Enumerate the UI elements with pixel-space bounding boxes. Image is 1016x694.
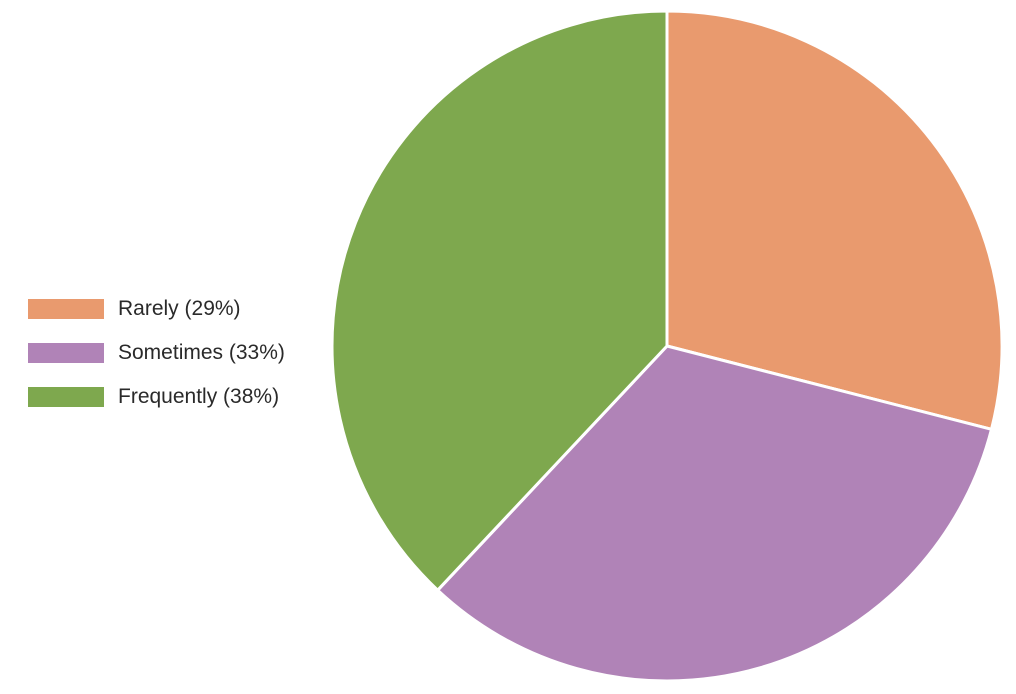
legend: Rarely (29%) Sometimes (33%) Frequently …	[28, 287, 285, 419]
slice-rarely	[665, 9, 1004, 431]
legend-item-rarely: Rarely (29%)	[28, 287, 285, 331]
slice-frequently	[330, 9, 669, 592]
legend-item-sometimes: Sometimes (33%)	[28, 331, 285, 375]
legend-label-frequently: Frequently (38%)	[118, 385, 280, 408]
pie-slices	[330, 9, 1004, 683]
legend-swatch-rarely	[28, 299, 104, 319]
legend-label-sometimes: Sometimes (33%)	[118, 341, 285, 364]
legend-swatch-sometimes	[28, 343, 104, 363]
legend-swatch-frequently	[28, 387, 104, 407]
legend-label-rarely: Rarely (29%)	[118, 297, 241, 320]
slice-sometimes	[436, 344, 993, 683]
legend-item-frequently: Frequently (38%)	[28, 375, 285, 419]
